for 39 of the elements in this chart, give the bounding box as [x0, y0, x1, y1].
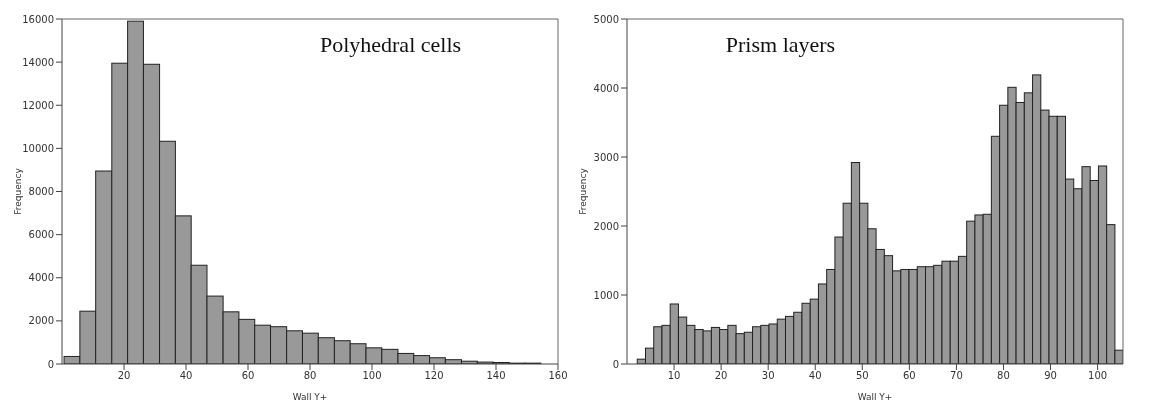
x-tick-label: 100 — [362, 370, 382, 382]
y-tick-label: 14000 — [22, 56, 54, 68]
x-tick-label: 160 — [548, 370, 568, 382]
x-tick-label: 30 — [761, 370, 775, 382]
x-tick-label: 90 — [1044, 370, 1057, 382]
y-axis-title: Frequency — [578, 167, 589, 215]
x-tick-label: 100 — [1088, 370, 1108, 382]
x-tick-label: 20 — [117, 370, 131, 382]
text: Polyhedral cells — [318, 32, 463, 58]
text: Prism layers — [724, 32, 837, 58]
y-tick-label: 12000 — [22, 99, 54, 111]
x-tick-label: 40 — [808, 370, 822, 382]
y-tick-label: 0 — [47, 358, 54, 370]
y-tick-label: 5000 — [593, 13, 619, 25]
y-tick-label: 16000 — [22, 13, 54, 25]
x-tick-label: 80 — [997, 370, 1010, 382]
y-axis-title: Frequency — [13, 167, 24, 215]
y-tick-label: 4000 — [28, 272, 54, 284]
x-tick-label: 120 — [424, 370, 444, 382]
x-tick-label: 50 — [855, 370, 869, 382]
y-tick-label: 1000 — [593, 289, 619, 301]
x-axis-title: Wall Y+ — [292, 392, 328, 402]
y-tick-label: 0 — [612, 358, 619, 370]
x-tick-label: 80 — [303, 370, 317, 382]
y-tick-label: 2000 — [28, 315, 54, 327]
y-tick-label: 8000 — [28, 186, 54, 198]
x-tick-label: 40 — [179, 370, 193, 382]
x-tick-label: 70 — [950, 370, 963, 382]
y-tick-label: 2000 — [593, 220, 619, 232]
x-tick-label: 140 — [486, 370, 506, 382]
x-axis-title: Wall Y+ — [857, 392, 893, 402]
x-tick-label: 60 — [241, 370, 255, 382]
y-tick-label: 6000 — [28, 229, 54, 241]
y-tick-label: 3000 — [593, 151, 619, 163]
x-tick-label: 10 — [667, 370, 681, 382]
y-tick-label: 10000 — [22, 142, 54, 154]
x-tick-label: 20 — [714, 370, 728, 382]
y-tick-label: 4000 — [593, 82, 619, 94]
x-tick-label: 60 — [902, 370, 916, 382]
